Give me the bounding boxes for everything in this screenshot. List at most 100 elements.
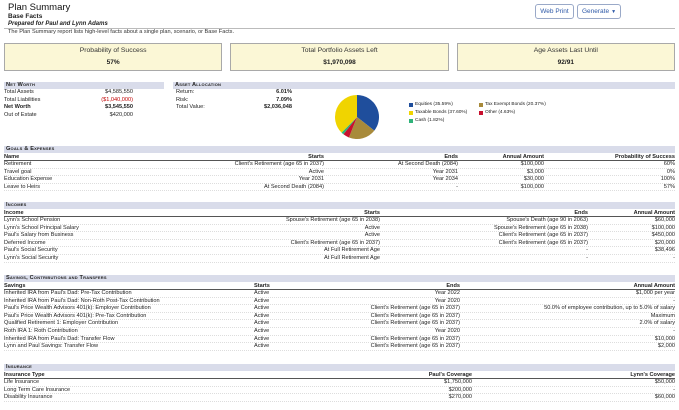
- cell: -: [586, 247, 588, 254]
- column-header: Insurance Type: [4, 372, 45, 378]
- cell: Spouse's Retirement (age 65 in 2038): [493, 224, 588, 231]
- column-header: Name: [4, 154, 20, 160]
- table-row: Disability Insurance $270,000 $60,000: [4, 394, 675, 402]
- cell: Inherited IRA from Paul's Dad: Pre-Tax C…: [4, 290, 132, 296]
- incomes-heading: Incomes: [4, 202, 675, 209]
- cell: $30,000: [523, 176, 544, 183]
- pie-slice: [341, 117, 357, 135]
- table-row: Paul's Salary from Business Active Client'…: [4, 232, 675, 240]
- column-header: Income: [4, 210, 24, 216]
- cell: $270,000: [448, 394, 472, 401]
- column-header: Starts: [254, 283, 270, 289]
- cell: $100,000: [520, 183, 544, 190]
- column-header: Paul's Coverage: [428, 372, 472, 378]
- chevron-down-icon: ▼: [611, 8, 617, 15]
- cell: $20,000: [654, 239, 675, 246]
- cell: Spouse's Retirement (age 65 in 2038): [285, 217, 380, 223]
- legend-item-taxable-bonds: Taxable Bonds (37.60%): [409, 110, 479, 116]
- table-header: Insurance Type Paul's Coverage Lynn's Co…: [4, 372, 675, 379]
- goals-heading: Goals & Expenses: [4, 146, 675, 153]
- net-worth-section: Total Assets $4,585,550 Total Liabilities…: [4, 89, 133, 119]
- cell: At Second Death (2084): [397, 161, 458, 167]
- column-header: Starts: [364, 210, 380, 216]
- swatch-icon: [479, 102, 483, 107]
- probability-of-success-box: Probability of Success 57%: [4, 43, 223, 71]
- cell: Client's Retirement (age 65 in 2037): [498, 232, 588, 239]
- table-row: Leave to Heirs At Second Death (2084) - $10…: [4, 184, 675, 192]
- cell: Client's Retirement (age 65 in 2037): [370, 312, 460, 319]
- cell: Active: [254, 290, 270, 296]
- row-label: Total Liabilities: [4, 96, 41, 103]
- cell: Year 2020: [434, 327, 460, 334]
- cell: Client's Retirement (age 65 in 2037): [498, 239, 588, 246]
- asset-allocation-heading: Asset Allocation: [173, 82, 675, 89]
- cell: At Second Death (2084): [263, 183, 324, 190]
- box-label: Age Assets Last Until: [533, 47, 598, 55]
- table-row: Long Term Care Insurance $200,000 -: [4, 387, 675, 395]
- table-row: Paul's Price Wealth Advisors 401(k): Emp…: [4, 305, 675, 313]
- table-header: Income Starts Ends Annual Amount: [4, 210, 675, 217]
- cell: Client's Retirement (age 65 in 2037): [370, 320, 460, 327]
- cell: $10,000: [654, 335, 675, 342]
- cell: -: [456, 183, 458, 190]
- return-row: Return: 6.01%: [176, 89, 292, 97]
- cell: $2,000: [657, 343, 675, 350]
- row-value: 6.01%: [276, 89, 292, 95]
- legend-item-tax-exempt-bonds: Tax Exempt Bonds (20.37%): [479, 102, 557, 108]
- cell: $100,000: [651, 224, 675, 231]
- cell: Lynn's Social Security: [4, 254, 59, 261]
- pie-slice: [357, 95, 379, 131]
- cell: Client's Retirement (age 65 in 2037): [370, 305, 460, 312]
- cell: Roth IRA 1: Roth Contribution: [4, 327, 78, 334]
- table-header: Name Starts Ends Annual Amount Probabili…: [4, 154, 675, 161]
- generate-button[interactable]: Generate ▼: [577, 4, 621, 19]
- risk-row: Risk: 7.09%: [176, 97, 292, 105]
- cell: Active: [254, 312, 270, 319]
- total-assets-row: Total Assets $4,585,550: [4, 89, 133, 97]
- row-value: ($1,040,000): [101, 96, 133, 103]
- cell: Paul's Price Wealth Advisors 401(k): Emp…: [4, 305, 151, 312]
- goals-table: Name Starts Ends Annual Amount Probabili…: [4, 154, 675, 192]
- column-header: Savings: [4, 283, 26, 289]
- table-row: Education Expense Year 2031 Year 2034 $30,0…: [4, 176, 675, 184]
- asset-allocation-stats: Return: 6.01% Risk: 7.09% Total Value: $2,0…: [176, 89, 292, 112]
- cell: -: [673, 386, 675, 393]
- cell: Client's Retirement (age 65 in 2037): [290, 239, 380, 246]
- cell: Year 2031: [432, 168, 458, 175]
- savings-table: Savings Starts Ends Annual Amount Inheri…: [4, 283, 675, 351]
- table-row: Paul's Price Wealth Advisors 401(k): Pre…: [4, 313, 675, 321]
- cell: -: [673, 327, 675, 334]
- swatch-icon: [409, 110, 413, 115]
- legend-label: Tax Exempt Bonds (20.37%): [485, 102, 546, 107]
- table-row: Lynn's Social Security At Full Retirement…: [4, 255, 675, 263]
- row-label: Net Worth: [4, 104, 31, 111]
- cell: At Full Retirement Age: [324, 247, 380, 254]
- net-worth-row: Net Worth $3,545,550: [4, 104, 133, 112]
- table-row: Inherited IRA from Paul's Dad: Non-Roth …: [4, 298, 675, 306]
- table-row: Qualified Retirement 1: Employer Contrib…: [4, 320, 675, 328]
- web-print-button[interactable]: Web Print: [535, 4, 574, 19]
- cell: Lynn and Paul Savings: Transfer Flow: [4, 343, 99, 350]
- column-header: Ends: [446, 283, 460, 289]
- cell: Leave to Heirs: [4, 183, 41, 190]
- box-value: $1,970,098: [323, 58, 356, 66]
- table-row: Inherited IRA from Paul's Dad: Pre-Tax C…: [4, 290, 675, 298]
- insurance-table: Insurance Type Paul's Coverage Lynn's Co…: [4, 372, 675, 402]
- cell: Active: [254, 297, 270, 304]
- row-label: Return:: [176, 89, 195, 95]
- report-header: Plan Summary Base Facts Prepared for Pau…: [4, 0, 675, 35]
- summary-boxes: Probability of Success 57% Total Portfol…: [4, 43, 675, 71]
- cell: Disability Insurance: [4, 394, 53, 401]
- swatch-icon: [409, 102, 413, 107]
- row-label: Out of Estate: [4, 111, 37, 118]
- cell: $60,000: [654, 217, 675, 223]
- cell: Spouse's Death (age 90 in 2063): [506, 217, 588, 223]
- row-label: Total Value:: [176, 104, 205, 111]
- table-row: Deferred Income Client's Retirement (age …: [4, 240, 675, 248]
- cell: At Full Retirement Age: [324, 254, 380, 261]
- cell: 50.0% of employee contribution, up to 5.…: [544, 305, 675, 312]
- column-header: Annual Amount: [502, 154, 544, 160]
- column-header: Starts: [308, 154, 324, 160]
- cell: Life Insurance: [4, 379, 40, 385]
- box-value: 92/91: [557, 58, 574, 66]
